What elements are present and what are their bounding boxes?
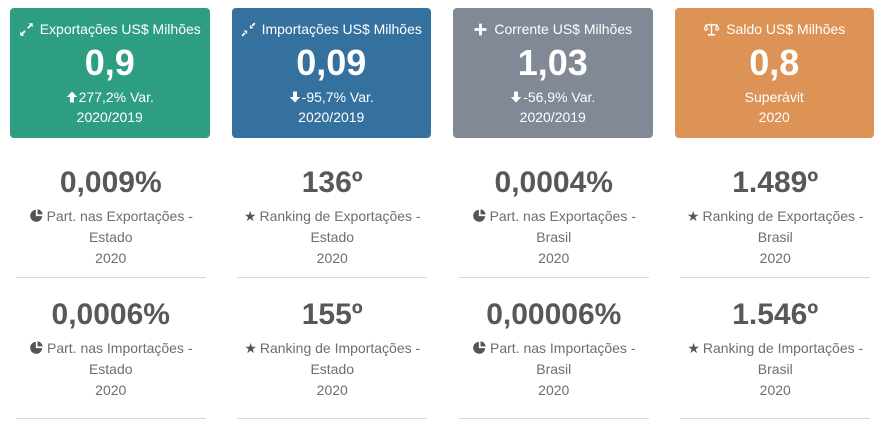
stat-year: 2020 <box>316 382 348 398</box>
card-exportacoes-value: 0,9 <box>84 42 135 83</box>
stat-label: ★ Ranking de Exportações - Estado <box>233 206 431 248</box>
stat-ranking-importacoes-brasil: 1.546º ★ Ranking de Importações - Brasil … <box>665 278 886 419</box>
stat-year: 2020 <box>759 382 791 398</box>
card-corrente: Corrente US$ Milhões 1,03 -56,9% Var. 20… <box>453 8 653 138</box>
star-icon: ★ <box>687 340 700 356</box>
stat-label: Part. nas Exportações - Brasil <box>455 206 653 248</box>
balance-scale-icon <box>703 23 720 36</box>
card-corrente-footer: -56,9% Var. 2020/2019 <box>459 87 647 127</box>
stat-year: 2020 <box>95 250 127 266</box>
stat-value: 0,009% <box>59 166 162 199</box>
pie-chart-icon <box>472 209 486 222</box>
stat-value: 1.546º <box>732 298 819 331</box>
down-arrow-icon <box>510 91 522 103</box>
card-corrente-title: Corrente US$ Milhões <box>459 21 647 38</box>
stat-value: 0,00006% <box>486 298 622 331</box>
stat-ranking-exportacoes-brasil: 1.489º ★ Ranking de Exportações - Brasil … <box>665 146 886 278</box>
card-status-text: Superávit <box>744 89 804 105</box>
stat-label: ★ Ranking de Exportações - Brasil <box>676 206 874 248</box>
card-period-text: 2020/2019 <box>298 109 365 125</box>
stat-label-text: Ranking de Exportações - Estado <box>259 208 421 245</box>
stat-label: ★ Ranking de Importações - Brasil <box>676 338 874 380</box>
card-variation-text: -95,7% Var. <box>301 89 374 105</box>
pie-chart-icon <box>30 341 43 354</box>
stat-part-importacoes-estado: 0,0006% Part. nas Importações - Estado 2… <box>0 278 222 419</box>
divider <box>680 277 871 278</box>
stat-part-exportacoes-brasil: 0,0004% Part. nas Exportações - Brasil 2… <box>443 146 665 278</box>
card-importacoes-footer: -95,7% Var. 2020/2019 <box>238 87 426 127</box>
stat-label-text: Part. nas Exportações - Estado <box>46 208 193 245</box>
card-corrente-value: 1,03 <box>517 42 588 83</box>
card-exportacoes-footer: 277,2% Var. 2020/2019 <box>16 87 204 127</box>
card-period-text: 2020/2019 <box>519 109 586 125</box>
divider <box>458 418 649 419</box>
card-period-text: 2020/2019 <box>76 109 143 125</box>
stat-part-exportacoes-estado: 0,009% Part. nas Exportações - Estado 20… <box>0 146 222 278</box>
down-arrow-icon <box>289 91 300 103</box>
expand-arrows-icon <box>19 23 33 36</box>
divider <box>458 277 649 278</box>
card-period-text: 2020 <box>758 109 790 125</box>
divider <box>680 418 871 419</box>
stat-year: 2020 <box>538 250 570 266</box>
card-variation-text: 277,2% Var. <box>78 89 154 105</box>
card-saldo-footer: Superávit 2020 <box>681 87 869 127</box>
card-cell-saldo: Saldo US$ Milhões 0,8 Superávit 2020 <box>665 0 886 146</box>
stat-label: Part. nas Importações - Brasil <box>455 338 653 380</box>
stat-ranking-importacoes-estado: 155º ★ Ranking de Importações - Estado 20… <box>222 278 444 419</box>
stat-label-text: Ranking de Importações - Brasil <box>702 340 864 377</box>
stat-label-text: Part. nas Importações - Estado <box>46 340 193 377</box>
card-saldo: Saldo US$ Milhões 0,8 Superávit 2020 <box>674 8 874 138</box>
stat-year: 2020 <box>316 250 348 266</box>
plus-icon <box>474 23 487 36</box>
pie-chart-icon <box>473 341 486 354</box>
stat-label-text: Part. nas Exportações - Brasil <box>489 208 636 245</box>
stat-year: 2020 <box>538 382 570 398</box>
stat-label: Part. nas Exportações - Estado <box>12 206 210 248</box>
stat-value: 1.489º <box>732 166 819 199</box>
card-exportacoes-title: Exportações US$ Milhões <box>16 21 204 38</box>
stat-label: ★ Ranking de Importações - Estado <box>233 338 431 380</box>
divider <box>15 418 206 419</box>
card-exportacoes: Exportações US$ Milhões 0,9 277,2% Var. … <box>10 8 210 138</box>
stat-label: Part. nas Importações - Estado <box>12 338 210 380</box>
stat-value: 136º <box>301 166 363 199</box>
stat-ranking-exportacoes-estado: 136º ★ Ranking de Exportações - Estado 20… <box>222 146 444 278</box>
card-importacoes-title: Importações US$ Milhões <box>238 21 426 38</box>
card-saldo-title: Saldo US$ Milhões <box>681 21 869 38</box>
stat-value: 0,0006% <box>51 298 170 331</box>
card-importacoes: Importações US$ Milhões 0,09 -95,7% Var.… <box>231 8 431 138</box>
stat-label-text: Ranking de Exportações - Brasil <box>702 208 864 245</box>
star-icon: ★ <box>686 208 700 224</box>
card-title-text: Saldo US$ Milhões <box>726 21 846 37</box>
card-cell-exportacoes: Exportações US$ Milhões 0,9 277,2% Var. … <box>0 0 222 146</box>
divider <box>237 418 428 419</box>
divider <box>237 277 428 278</box>
up-arrow-icon <box>66 91 77 103</box>
stat-part-importacoes-brasil: 0,00006% Part. nas Importações - Brasil … <box>443 278 665 419</box>
card-cell-importacoes: Importações US$ Milhões 0,09 -95,7% Var.… <box>222 0 444 146</box>
card-title-text: Importações US$ Milhões <box>261 21 422 37</box>
star-icon: ★ <box>243 208 257 224</box>
stat-year: 2020 <box>759 250 791 266</box>
stat-label-text: Part. nas Importações - Brasil <box>489 340 636 377</box>
card-saldo-value: 0,8 <box>749 42 800 83</box>
compress-arrows-icon <box>241 22 256 37</box>
pie-chart-icon <box>29 209 43 222</box>
card-title-text: Corrente US$ Milhões <box>494 21 633 37</box>
divider <box>15 277 206 278</box>
stat-value: 155º <box>301 298 363 331</box>
star-icon: ★ <box>244 340 257 356</box>
card-importacoes-value: 0,09 <box>296 42 367 83</box>
stat-value: 0,0004% <box>494 166 613 199</box>
stat-year: 2020 <box>95 382 127 398</box>
card-title-text: Exportações US$ Milhões <box>39 21 201 37</box>
card-cell-corrente: Corrente US$ Milhões 1,03 -56,9% Var. 20… <box>443 0 665 146</box>
card-variation-text: -56,9% Var. <box>523 89 596 105</box>
stat-label-text: Ranking de Importações - Estado <box>259 340 421 377</box>
